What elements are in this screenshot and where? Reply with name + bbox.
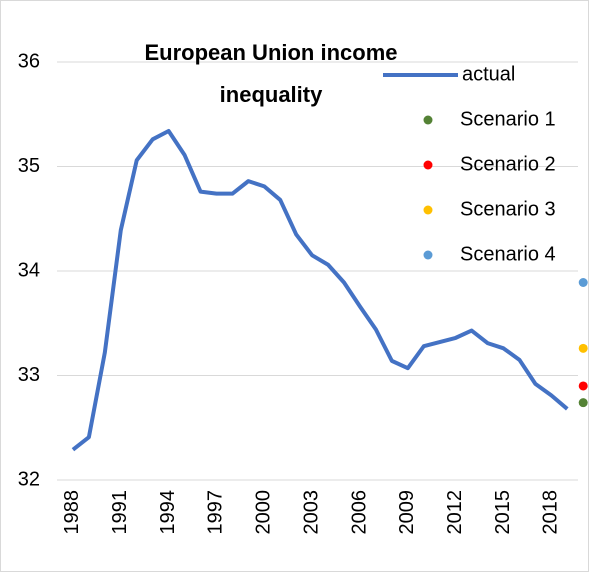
legend-label: Scenario 1 xyxy=(460,108,556,130)
x-tick-label: 2012 xyxy=(444,490,466,535)
x-tick-label: 1994 xyxy=(157,490,179,535)
legend-marker xyxy=(423,160,433,170)
scenario-point xyxy=(578,343,588,353)
legend-label: Scenario 3 xyxy=(460,198,556,220)
legend-label: actual xyxy=(462,63,515,85)
legend-label: Scenario 2 xyxy=(460,153,556,175)
y-tick-label: 33 xyxy=(18,364,40,386)
scenario-point xyxy=(578,398,588,408)
legend-marker xyxy=(423,205,433,215)
legend-marker xyxy=(423,250,433,260)
scenario-point xyxy=(578,277,588,287)
y-tick-label: 34 xyxy=(18,259,40,281)
x-tick-label: 2015 xyxy=(492,490,514,535)
x-tick-label: 2000 xyxy=(253,490,275,535)
y-tick-label: 36 xyxy=(18,50,40,72)
x-tick-label: 1997 xyxy=(205,490,227,535)
x-tick-label: 2018 xyxy=(540,490,562,535)
x-tick-label: 1991 xyxy=(109,490,131,535)
chart-title: European Union income inequality xyxy=(144,40,398,107)
y-tick-label: 32 xyxy=(18,468,40,490)
data-line xyxy=(71,128,569,452)
x-tick-label: 2003 xyxy=(300,490,322,535)
y-tick-label: 35 xyxy=(18,155,40,177)
legend-label: Scenario 4 xyxy=(460,243,556,265)
x-tick-label: 2009 xyxy=(396,490,418,535)
x-tick-label: 1988 xyxy=(61,490,83,535)
x-tick-label: 2006 xyxy=(348,490,370,535)
scenario-point xyxy=(578,381,588,391)
legend-marker xyxy=(423,115,433,125)
